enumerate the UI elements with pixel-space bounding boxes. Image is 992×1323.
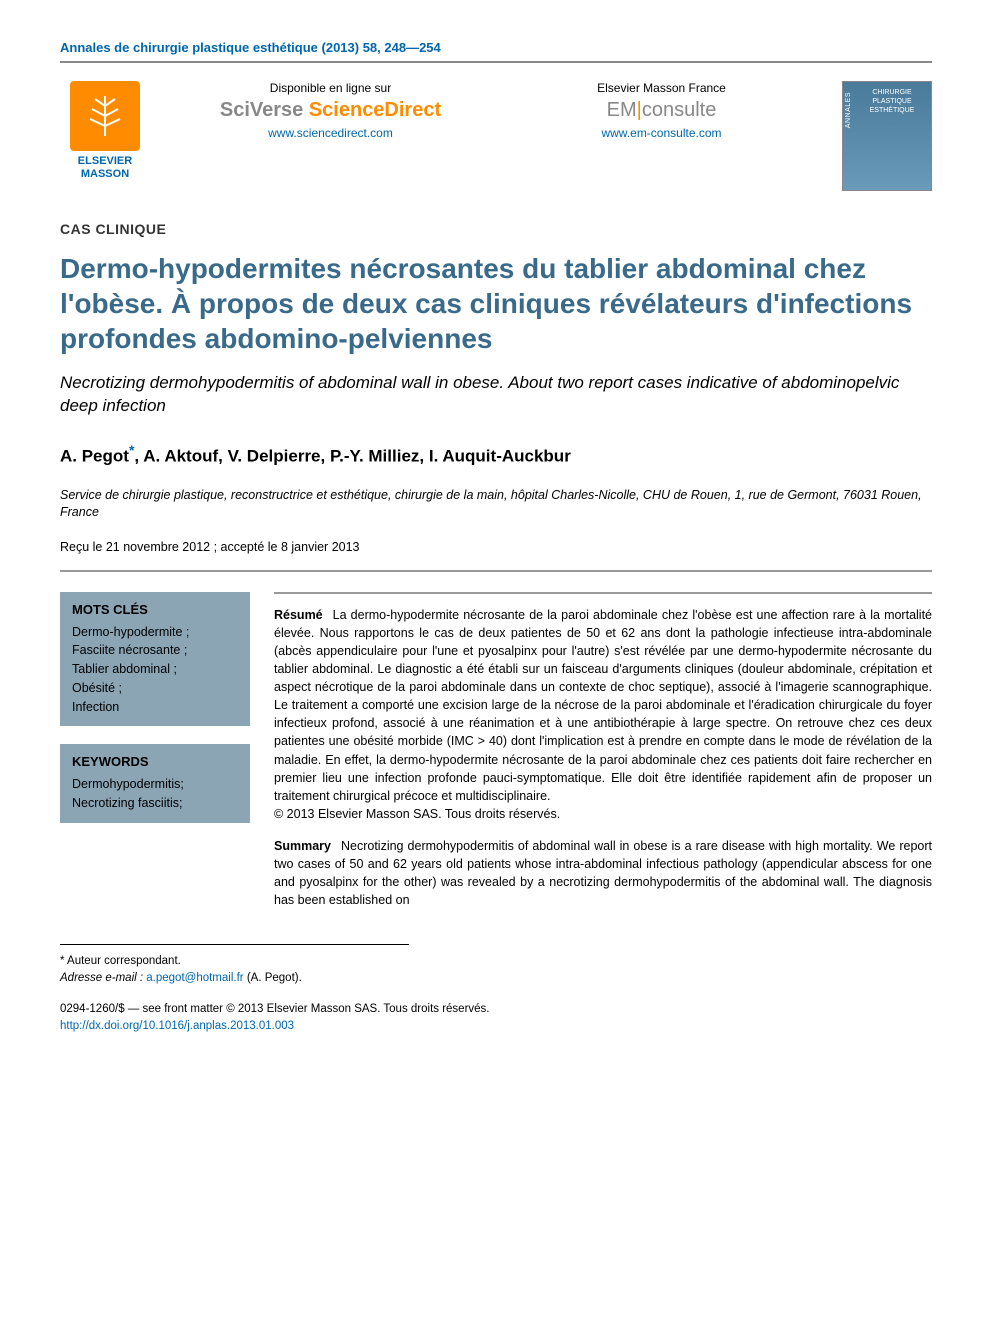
- journal-cover-thumbnail: ANNALES CHIRURGIE PLASTIQUE ESTHÉTIQUE: [842, 81, 932, 191]
- keywords-heading: KEYWORDS: [72, 754, 238, 769]
- publisher-logo: ELSEVIER MASSON: [60, 81, 150, 191]
- summary-body: Necrotizing dermohypodermitis of abdomin…: [274, 839, 932, 907]
- author-email-link[interactable]: a.pegot@hotmail.fr: [146, 972, 243, 984]
- bottom-metadata: 0294-1260/$ — see front matter © 2013 El…: [60, 1001, 932, 1036]
- corresponding-star-icon[interactable]: *: [129, 442, 134, 458]
- sciencedirect-box: Disponible en ligne sur SciVerse Science…: [180, 81, 481, 140]
- elsevier-tree-icon: [70, 81, 140, 151]
- resume-block: RésuméLa dermo-hypodermite nécrosante de…: [274, 606, 932, 824]
- cover-title: CHIRURGIE PLASTIQUE ESTHÉTIQUE: [857, 88, 927, 115]
- keywords-list: Dermohypodermitis; Necrotizing fasciitis…: [72, 775, 238, 813]
- article-title: Dermo-hypodermites nécrosantes du tablie…: [60, 251, 932, 356]
- journal-citation: Annales de chirurgie plastique esthétiqu…: [60, 40, 932, 63]
- authors-list: A. Pegot*, A. Aktouf, V. Delpierre, P.-Y…: [60, 442, 932, 467]
- cover-side-text: ANNALES: [845, 92, 852, 128]
- summary-block: SummaryNecrotizing dermohypodermitis of …: [274, 837, 932, 910]
- abstract-column: RésuméLa dermo-hypodermite nécrosante de…: [274, 592, 932, 924]
- resume-heading: Résumé: [274, 608, 323, 622]
- emconsulte-logo: EM|consulte: [511, 99, 812, 122]
- article-subtitle-english: Necrotizing dermohypodermitis of abdomin…: [60, 372, 932, 418]
- resume-body: La dermo-hypodermite nécrosante de la pa…: [274, 608, 932, 803]
- affiliation: Service de chirurgie plastique, reconstr…: [60, 487, 932, 522]
- issn-copyright-line: 0294-1260/$ — see front matter © 2013 El…: [60, 1001, 932, 1018]
- corresponding-author-note: * Auteur correspondant.: [60, 953, 409, 970]
- available-online-label: Disponible en ligne sur: [180, 81, 481, 95]
- resume-copyright: © 2013 Elsevier Masson SAS. Tous droits …: [274, 807, 560, 821]
- mots-cles-heading: MOTS CLÉS: [72, 602, 238, 617]
- emconsulte-box: Elsevier Masson France EM|consulte www.e…: [511, 81, 812, 140]
- summary-heading: Summary: [274, 839, 331, 853]
- abstract-area: MOTS CLÉS Dermo-hypodermite ; Fasciite n…: [60, 592, 932, 924]
- sciencedirect-url[interactable]: www.sciencedirect.com: [180, 126, 481, 140]
- header-row: ELSEVIER MASSON Disponible en ligne sur …: [60, 81, 932, 191]
- em-top-label: Elsevier Masson France: [511, 81, 812, 95]
- keywords-box: KEYWORDS Dermohypodermitis; Necrotizing …: [60, 744, 250, 823]
- doi-link[interactable]: http://dx.doi.org/10.1016/j.anplas.2013.…: [60, 1018, 932, 1035]
- section-label: CAS CLINIQUE: [60, 221, 932, 237]
- article-dates: Reçu le 21 novembre 2012 ; accepté le 8 …: [60, 540, 932, 572]
- mots-cles-box: MOTS CLÉS Dermo-hypodermite ; Fasciite n…: [60, 592, 250, 727]
- publisher-name: ELSEVIER MASSON: [60, 155, 150, 181]
- email-line: Adresse e-mail : a.pegot@hotmail.fr (A. …: [60, 970, 409, 987]
- keywords-column: MOTS CLÉS Dermo-hypodermite ; Fasciite n…: [60, 592, 250, 924]
- emconsulte-url[interactable]: www.em-consulte.com: [511, 126, 812, 140]
- mots-cles-list: Dermo-hypodermite ; Fasciite nécrosante …: [72, 623, 238, 717]
- sciverse-logo: SciVerse ScienceDirect: [180, 99, 481, 122]
- footnotes: * Auteur correspondant. Adresse e-mail :…: [60, 944, 409, 988]
